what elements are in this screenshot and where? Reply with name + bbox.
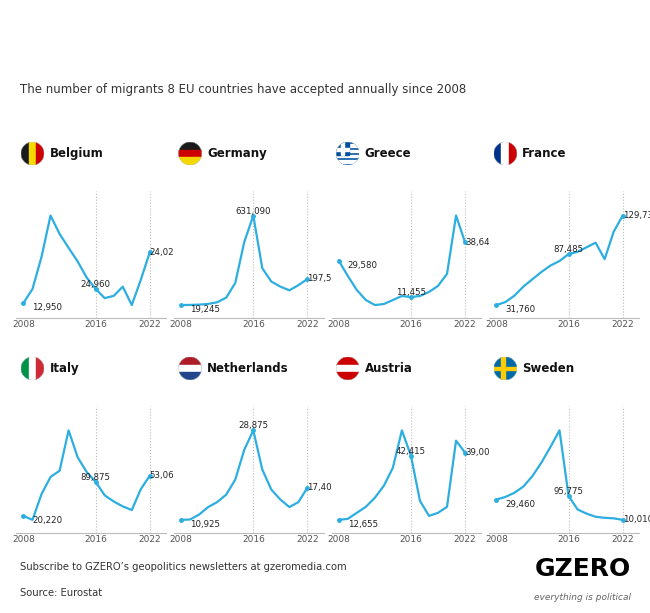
Text: 24,960: 24,960 — [81, 280, 110, 289]
Bar — [494, 142, 502, 166]
Text: Netherlands: Netherlands — [207, 362, 289, 375]
Polygon shape — [494, 142, 517, 166]
Bar — [494, 367, 517, 370]
Text: 31,760: 31,760 — [505, 305, 536, 314]
Polygon shape — [179, 142, 202, 166]
Bar — [501, 357, 504, 380]
Bar — [178, 158, 202, 166]
Bar — [36, 357, 44, 380]
Bar — [178, 142, 202, 150]
Text: 12,950: 12,950 — [32, 303, 62, 312]
Polygon shape — [336, 142, 359, 166]
Text: 29,460: 29,460 — [505, 500, 536, 509]
Bar — [36, 142, 44, 166]
Bar — [29, 357, 36, 380]
Text: Belgium: Belgium — [49, 147, 103, 160]
Bar — [502, 142, 510, 166]
Bar — [336, 160, 359, 162]
Text: 89,875: 89,875 — [81, 473, 110, 482]
Text: Austria: Austria — [365, 362, 413, 375]
Text: GZERO: GZERO — [534, 557, 630, 581]
Bar — [336, 357, 359, 365]
Text: 95,775: 95,775 — [554, 487, 584, 496]
Text: 87,485: 87,485 — [554, 245, 584, 254]
Text: 42,415: 42,415 — [396, 447, 426, 455]
Text: 197,540: 197,540 — [307, 275, 343, 283]
Bar — [336, 155, 359, 158]
Text: 28,875: 28,875 — [239, 421, 268, 430]
Bar — [336, 365, 359, 372]
Bar — [178, 365, 202, 372]
Text: Germany: Germany — [207, 147, 266, 160]
Bar — [336, 145, 359, 147]
Text: Where are migrants going in the EU?: Where are migrants going in the EU? — [20, 21, 569, 47]
Text: France: France — [523, 147, 567, 160]
Text: 53,060: 53,060 — [150, 471, 180, 480]
Bar — [178, 357, 202, 365]
Bar — [178, 372, 202, 380]
Text: 39,000: 39,000 — [465, 448, 495, 457]
Text: 17,400: 17,400 — [307, 483, 337, 492]
Text: Greece: Greece — [365, 147, 411, 160]
Bar — [336, 142, 349, 155]
Text: 20,220: 20,220 — [32, 516, 62, 525]
Bar — [510, 142, 517, 166]
Bar — [336, 148, 349, 151]
Bar — [21, 357, 29, 380]
Polygon shape — [179, 357, 202, 380]
Polygon shape — [494, 357, 517, 380]
Text: 12,655: 12,655 — [348, 520, 378, 529]
Polygon shape — [494, 142, 517, 166]
Polygon shape — [336, 357, 359, 380]
Bar — [178, 150, 202, 158]
Text: Subscribe to GZERO’s geopolitics newsletters at gzeromedia.com: Subscribe to GZERO’s geopolitics newslet… — [20, 562, 346, 573]
Bar — [21, 142, 29, 166]
Polygon shape — [21, 357, 44, 380]
Polygon shape — [336, 357, 359, 380]
Text: 24,025: 24,025 — [150, 248, 180, 257]
Polygon shape — [21, 357, 44, 380]
Text: 19,245: 19,245 — [190, 305, 220, 314]
Text: 38,645: 38,645 — [465, 238, 495, 247]
Bar — [29, 142, 36, 166]
Text: Source: Eurostat: Source: Eurostat — [20, 588, 101, 598]
Text: 10,925: 10,925 — [190, 520, 220, 529]
Polygon shape — [179, 357, 202, 380]
Text: 11,455: 11,455 — [396, 288, 426, 297]
Text: The number of migrants 8 EU countries have accepted annually since 2008: The number of migrants 8 EU countries ha… — [20, 83, 466, 96]
Text: everything is political: everything is political — [534, 593, 630, 602]
Polygon shape — [179, 142, 202, 166]
Text: 10,010: 10,010 — [623, 516, 650, 524]
Text: 129,735: 129,735 — [623, 211, 650, 220]
Polygon shape — [336, 142, 359, 166]
Text: Italy: Italy — [49, 362, 79, 375]
Polygon shape — [494, 357, 517, 380]
Polygon shape — [21, 142, 44, 166]
Bar — [336, 150, 359, 152]
Text: 631,090: 631,090 — [235, 207, 271, 216]
Bar — [336, 372, 359, 380]
Polygon shape — [21, 142, 44, 166]
Text: 29,580: 29,580 — [348, 261, 378, 270]
Text: Sweden: Sweden — [523, 362, 575, 375]
Bar — [341, 142, 344, 155]
